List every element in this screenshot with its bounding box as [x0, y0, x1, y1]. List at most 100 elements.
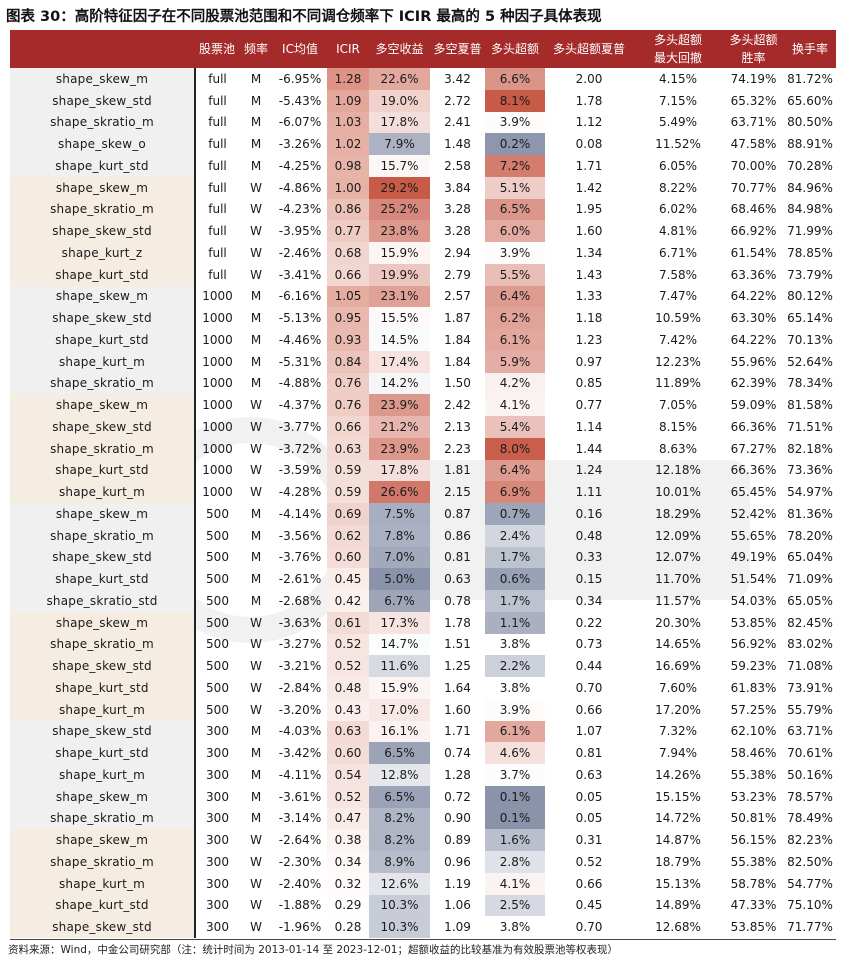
- pool-cell: 300: [206, 833, 229, 848]
- excess-mdd-cell: 10.59%: [655, 311, 701, 326]
- excess-winrate-cell: 74.19%: [730, 71, 777, 86]
- excess-winrate-cell: 63.36%: [730, 267, 777, 282]
- excess-mdd-cell: 10.01%: [655, 485, 701, 500]
- pool-cell: full: [208, 71, 227, 86]
- excess-cell: 0.1%: [485, 785, 545, 808]
- ls-sharpe-cell: 1.71: [444, 724, 471, 739]
- excess-cell: 3.7%: [485, 764, 545, 786]
- excess-mdd-cell: 12.09%: [655, 528, 701, 543]
- turnover-cell: 80.12%: [787, 289, 833, 304]
- table-row: shape_kurt_std full W -3.41% 0.66 19.9% 2.79 5.…: [10, 263, 836, 286]
- header-factor: [10, 30, 195, 68]
- icir-cell: 0.60: [327, 546, 369, 569]
- excess-sharpe-cell: 1.71: [575, 158, 603, 173]
- ls-sharpe-cell: 1.25: [444, 659, 471, 674]
- table-row: shape_kurt_std 300 M -3.42% 0.60 6.5% 0.74 4.6%…: [10, 742, 836, 764]
- pool-cell: full: [208, 137, 227, 152]
- excess-sharpe-cell: 2.00: [575, 71, 603, 86]
- ic-mean-cell: -4.23%: [278, 202, 322, 217]
- excess-cell: 2.4%: [485, 524, 545, 547]
- ic-mean-cell: -5.43%: [278, 93, 322, 108]
- icir-cell: 0.98: [327, 155, 369, 177]
- pool-cell: full: [208, 115, 227, 130]
- icir-cell: 0.84: [327, 350, 369, 373]
- excess-winrate-cell: 64.22%: [730, 289, 777, 304]
- table-row: shape_skew_std 500 W -3.21% 0.52 11.6% 1.25 2.2…: [10, 655, 836, 677]
- ls-return-cell: 15.9%: [369, 677, 430, 699]
- ic-mean-cell: -3.95%: [278, 224, 322, 239]
- ls-sharpe-cell: 1.84: [444, 332, 471, 347]
- excess-winrate-cell: 66.36%: [730, 419, 777, 434]
- factor-cell: shape_skratio_m: [10, 524, 196, 547]
- icir-cell: 0.52: [327, 633, 369, 656]
- factor-cell: shape_skratio_m: [10, 372, 196, 395]
- excess-sharpe-cell: 0.45: [575, 898, 603, 913]
- ls-sharpe-cell: 2.57: [444, 289, 471, 304]
- ls-sharpe-cell: 2.42: [444, 398, 471, 413]
- ic-mean-cell: -2.30%: [278, 854, 322, 869]
- factor-cell: shape_skratio_std: [10, 590, 196, 612]
- excess-cell: 1.7%: [485, 546, 545, 569]
- header-excess-mdd: 多头超额 最大回撤: [633, 30, 723, 68]
- freq-cell: M: [250, 593, 262, 608]
- excess-sharpe-cell: 0.15: [575, 572, 603, 587]
- ls-sharpe-cell: 2.15: [444, 485, 471, 500]
- table-row: shape_skratio_m 300 M -3.14% 0.47 8.2% 0.90 0.1…: [10, 807, 836, 830]
- excess-cell: 4.2%: [485, 372, 545, 395]
- freq-cell: M: [250, 506, 262, 521]
- table-row: shape_kurt_std 500 W -2.84% 0.48 15.9% 1.64 3.8…: [10, 677, 836, 699]
- ic-mean-cell: -4.14%: [278, 506, 322, 521]
- ls-sharpe-cell: 2.23: [444, 441, 471, 456]
- excess-sharpe-cell: 0.05: [575, 789, 603, 804]
- pool-cell: 300: [206, 789, 229, 804]
- excess-sharpe-cell: 1.44: [575, 441, 603, 456]
- freq-cell: M: [250, 572, 262, 587]
- ls-sharpe-cell: 2.58: [444, 158, 471, 173]
- excess-sharpe-cell: 0.81: [575, 746, 603, 761]
- pool-cell: 300: [206, 854, 229, 869]
- excess-mdd-cell: 18.29%: [655, 506, 701, 521]
- excess-mdd-cell: 11.89%: [655, 376, 701, 391]
- factor-cell: shape_kurt_std: [10, 459, 196, 482]
- ic-mean-cell: -3.20%: [278, 702, 322, 717]
- table-row: shape_skratio_m 500 M -3.56% 0.62 7.8% 0.86 2.4…: [10, 524, 836, 547]
- excess-mdd-cell: 12.23%: [655, 354, 701, 369]
- factor-cell: shape_kurt_m: [10, 350, 196, 373]
- factor-cell: shape_kurt_m: [10, 764, 196, 786]
- excess-winrate-cell: 62.10%: [730, 724, 777, 739]
- excess-cell: 3.9%: [485, 698, 545, 721]
- ls-return-cell: 21.2%: [369, 416, 430, 438]
- ls-sharpe-cell: 1.28: [444, 767, 471, 782]
- ls-sharpe-cell: 0.90: [444, 811, 471, 826]
- excess-sharpe-cell: 0.63: [575, 767, 603, 782]
- freq-cell: M: [250, 158, 262, 173]
- freq-cell: M: [250, 289, 262, 304]
- turnover-cell: 70.28%: [787, 158, 833, 173]
- excess-winrate-cell: 56.92%: [730, 637, 777, 652]
- factor-cell: shape_skew_std: [10, 655, 196, 677]
- turnover-cell: 65.05%: [787, 593, 833, 608]
- excess-mdd-cell: 12.68%: [655, 920, 701, 935]
- excess-sharpe-cell: 1.18: [575, 311, 603, 326]
- icir-cell: 0.29: [327, 894, 369, 917]
- ic-mean-cell: -3.56%: [278, 528, 322, 543]
- icir-cell: 1.00: [327, 176, 369, 199]
- table-row: shape_kurt_m 1000 M -5.31% 0.84 17.4% 1.84 5.9%…: [10, 350, 836, 373]
- table-row: shape_kurt_m 500 W -3.20% 0.43 17.0% 1.60 3.9% 0…: [10, 698, 836, 721]
- excess-sharpe-cell: 0.85: [575, 376, 603, 391]
- table-row: shape_kurt_std full M -4.25% 0.98 15.7% 2.58 7.…: [10, 155, 836, 177]
- icir-cell: 0.28: [327, 916, 369, 938]
- excess-sharpe-cell: 0.44: [575, 659, 603, 674]
- excess-mdd-cell: 14.87%: [655, 833, 701, 848]
- excess-sharpe-cell: 1.95: [575, 202, 603, 217]
- freq-cell: W: [250, 702, 262, 717]
- excess-mdd-cell: 12.07%: [655, 550, 701, 565]
- ls-sharpe-cell: 1.09: [444, 920, 471, 935]
- factor-cell: shape_kurt_std: [10, 677, 196, 699]
- excess-winrate-cell: 56.15%: [730, 833, 777, 848]
- pool-cell: 1000: [202, 441, 233, 456]
- excess-cell: 3.8%: [485, 677, 545, 699]
- ls-sharpe-cell: 2.79: [444, 267, 471, 282]
- ls-return-cell: 25.2%: [369, 198, 430, 221]
- header-icir: ICIR: [327, 30, 369, 68]
